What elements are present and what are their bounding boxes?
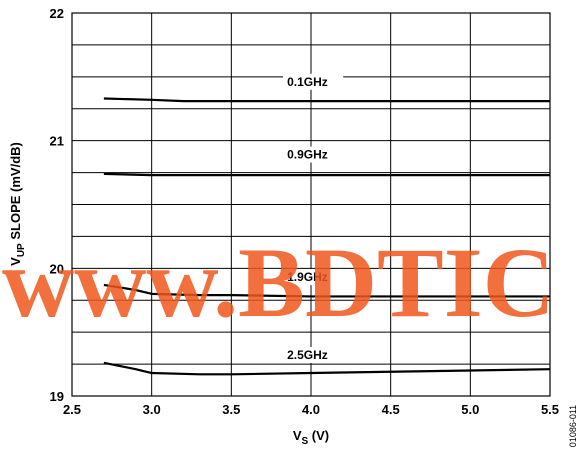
y-tick-label: 19 (50, 389, 64, 404)
x-tick-label: 5.5 (541, 402, 559, 417)
x-axis-label-unit: (V) (308, 428, 329, 443)
watermark: www.BDTIC (2, 227, 555, 338)
x-tick-label: 2.5 (63, 402, 81, 417)
x-tick-label: 4.5 (382, 402, 400, 417)
y-tick-label: 22 (50, 6, 64, 21)
y-axis-label-main: V (8, 257, 23, 266)
series-label: 0.9GHz (287, 148, 328, 162)
y-tick-label: 20 (50, 261, 64, 276)
series-label-background (283, 269, 344, 286)
x-axis-label-main: V (293, 428, 302, 443)
x-axis-label-subscript: S (302, 436, 309, 447)
series-line (103, 283, 550, 298)
x-tick-label: 3.0 (143, 402, 161, 417)
figure-id: 01086-011 (568, 405, 578, 447)
y-axis-label-subscript: UP (16, 243, 27, 257)
y-tick-label: 21 (50, 134, 64, 149)
series-group (103, 97, 551, 376)
y-axis-label-rest: SLOPE (mV/dB) (8, 142, 23, 243)
x-tick-label: 3.5 (222, 402, 240, 417)
series-label-background (283, 73, 344, 90)
x-tick-label: 5.0 (461, 402, 479, 417)
series-line (103, 97, 550, 103)
x-tick-labels: 2.5 3.0 3.5 4.0 4.5 5.0 5.5 (63, 402, 559, 417)
series-label: 2.5GHz (287, 348, 328, 362)
y-axis-label: VUP SLOPE (mV/dB) (8, 142, 27, 266)
series-line (103, 172, 550, 177)
y-tick-labels: 19 20 21 22 (50, 6, 64, 404)
series-label: 0.1GHz (287, 75, 328, 89)
plot-frame (71, 12, 551, 397)
series-label: 1.9GHz (287, 270, 328, 284)
x-tick-label: 4.0 (302, 402, 320, 417)
series-line (103, 361, 551, 376)
x-axis-label: VS (V) (293, 428, 329, 447)
series-label-background (283, 346, 344, 363)
series-label-background (283, 146, 344, 163)
series-labels: 0.1GHz 0.9GHz 1.9GHz 2.5GHz (283, 73, 344, 363)
